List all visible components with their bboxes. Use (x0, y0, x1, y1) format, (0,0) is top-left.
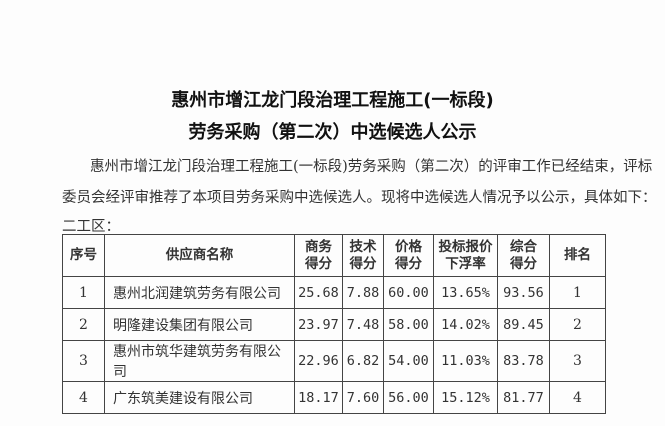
table-cell: 惠州市筑华建筑劳务有限公司 (104, 340, 295, 382)
column-header: 商务 得分 (294, 234, 343, 277)
table-cell: 7.88 (342, 276, 384, 309)
column-header: 价格 得分 (383, 234, 434, 277)
table-cell: 明隆建设集团有限公司 (104, 308, 295, 341)
column-header: 序号 (62, 234, 105, 277)
title-line-1: 惠州市增江龙门段治理工程施工(一标段) (171, 90, 494, 111)
table-cell: 54.00 (383, 340, 434, 382)
column-header: 投标报价 下浮率 (433, 234, 498, 277)
column-header: 技术 得分 (342, 234, 384, 277)
table-cell: 83.78 (497, 340, 550, 382)
table-cell: 7.60 (342, 381, 384, 414)
section-label: 二工区： (62, 219, 120, 235)
table-cell: 58.00 (383, 308, 434, 341)
paragraph-line-2: 委员会经评审推荐了本项目劳务采购中选候选人。现将中选候选人情况予以公示，具体如下… (62, 190, 657, 206)
table-row: 1 惠州北润建筑劳务有限公司 25.68 7.88 60.00 13.65% 93.56 1 (62, 276, 606, 309)
table-row: 2 明隆建设集团有限公司 23.97 7.48 58.00 14.02% 89.45 2 (62, 308, 606, 341)
table-cell: 56.00 (383, 381, 434, 414)
table-cell: 18.17 (294, 381, 343, 414)
table-row: 4 广东筑美建设有限公司 18.17 7.60 56.00 15.12% 81.77 4 (62, 381, 606, 414)
table-cell: 89.45 (497, 308, 550, 341)
paragraph-line-1: 惠州市增江龙门段治理工程施工(一标段)劳务采购（第二次）的评审工作已经结束，评标 (90, 159, 653, 175)
table-cell: 2 (549, 308, 606, 341)
table-cell: 60.00 (383, 276, 434, 309)
table-cell: 13.65% (433, 276, 498, 309)
table-cell: 4 (62, 381, 105, 414)
table-cell: 23.97 (294, 308, 343, 341)
table-cell: 15.12% (433, 381, 498, 414)
table-cell: 6.82 (342, 340, 384, 382)
table-cell: 3 (62, 340, 105, 382)
candidate-table: 序号 供应商名称 商务 得分 技术 得分 价格 得分 投标报价 下浮率 综合 得分 排名 1 惠州北润建筑劳… (62, 234, 606, 414)
table-cell: 广东筑美建设有限公司 (104, 381, 295, 414)
column-header: 排名 (549, 234, 606, 277)
table-cell: 22.96 (294, 340, 343, 382)
table-cell: 25.68 (294, 276, 343, 309)
table-cell: 4 (549, 381, 606, 414)
table-cell: 1 (549, 276, 606, 309)
table-row: 3 惠州市筑华建筑劳务有限公司 22.96 6.82 54.00 11.03% 83.78 3 (62, 340, 606, 382)
table-cell: 93.56 (497, 276, 550, 309)
table-cell: 81.77 (497, 381, 550, 414)
table-cell: 7.48 (342, 308, 384, 341)
table-cell: 2 (62, 308, 105, 341)
table-cell: 1 (62, 276, 105, 309)
table-cell: 14.02% (433, 308, 498, 341)
table-cell: 3 (549, 340, 606, 382)
column-header: 供应商名称 (104, 234, 295, 277)
table-cell: 11.03% (433, 340, 498, 382)
column-header: 综合 得分 (497, 234, 550, 277)
table-cell: 惠州北润建筑劳务有限公司 (104, 276, 295, 309)
title-line-2: 劳务采购（第二次）中选候选人公示 (188, 122, 477, 143)
